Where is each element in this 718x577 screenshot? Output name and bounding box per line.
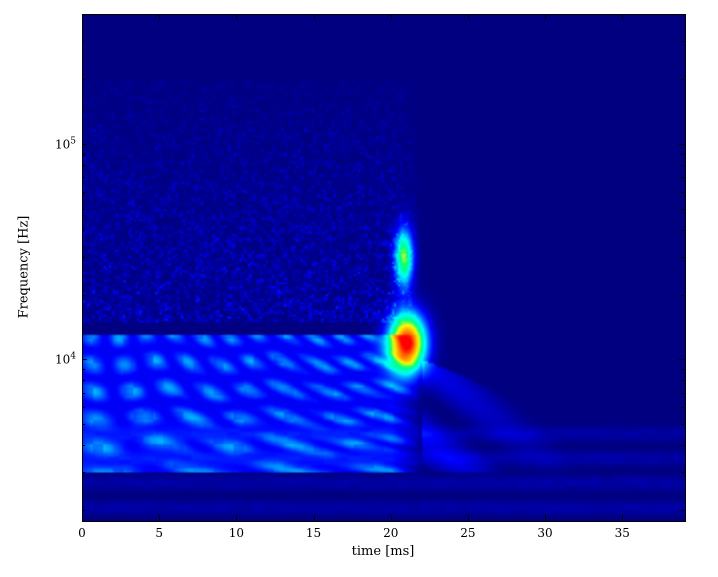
y-minor-tick [681,369,684,370]
y-minor-tick [82,177,85,178]
y-tick-label: 104 [55,352,76,367]
x-tick [159,515,160,520]
y-minor-tick [82,295,85,296]
y-minor-tick [82,257,85,258]
y-axis-label: Frequency [Hz] [17,216,32,319]
y-minor-tick [681,257,684,258]
y-minor-tick [681,79,684,80]
x-tick-label: 30 [537,526,552,540]
y-minor-tick [82,393,85,394]
x-tick-label: 5 [155,526,163,540]
y-minor-tick [681,407,684,408]
x-tick [82,14,83,19]
y-minor-tick [82,154,85,155]
x-tick [468,14,469,19]
plot-area [82,14,686,522]
y-minor-tick [681,295,684,296]
x-tick [545,14,546,19]
x-tick [314,14,315,19]
y-minor-tick [681,192,684,193]
x-axis-label: time [ms] [352,544,415,559]
y-minor-tick [681,424,684,425]
y-minor-tick [82,165,85,166]
y-minor-tick [681,177,684,178]
y-minor-tick [82,472,85,473]
x-tick-label: 25 [460,526,475,540]
x-tick [314,515,315,520]
x-tick [622,14,623,19]
x-tick [545,515,546,520]
spectrogram-chart: time [ms] Frequency [Hz] 0 5 10 15 20 25 30 35 1… [0,0,718,577]
x-tick-label: 10 [229,526,244,540]
y-minor-tick [681,393,684,394]
x-tick [236,14,237,19]
y-minor-tick [82,79,85,80]
spectrogram-canvas [83,15,685,521]
y-major-tick [679,144,684,145]
y-minor-tick [82,510,85,511]
y-minor-tick [82,192,85,193]
x-tick-label: 15 [306,526,321,540]
x-tick [391,14,392,19]
x-tick [159,14,160,19]
x-tick-label: 35 [615,526,630,540]
x-tick [236,515,237,520]
y-minor-tick [681,165,684,166]
y-minor-tick [681,154,684,155]
x-tick [468,515,469,520]
y-tick-label: 105 [55,136,76,151]
y-minor-tick [82,424,85,425]
x-tick-label: 0 [78,526,86,540]
y-minor-tick [681,380,684,381]
y-major-tick [679,359,684,360]
x-tick [82,515,83,520]
y-minor-tick [82,369,85,370]
x-tick-label: 20 [383,526,398,540]
y-minor-tick [681,445,684,446]
y-minor-tick [82,380,85,381]
x-tick [622,515,623,520]
y-minor-tick [82,209,85,210]
y-minor-tick [681,510,684,511]
y-major-tick [82,359,87,360]
y-minor-tick [82,230,85,231]
x-tick [391,515,392,520]
y-minor-tick [82,41,85,42]
y-minor-tick [681,209,684,210]
y-minor-tick [681,230,684,231]
y-major-tick [82,144,87,145]
y-minor-tick [681,472,684,473]
y-minor-tick [681,41,684,42]
y-minor-tick [82,445,85,446]
y-minor-tick [82,407,85,408]
